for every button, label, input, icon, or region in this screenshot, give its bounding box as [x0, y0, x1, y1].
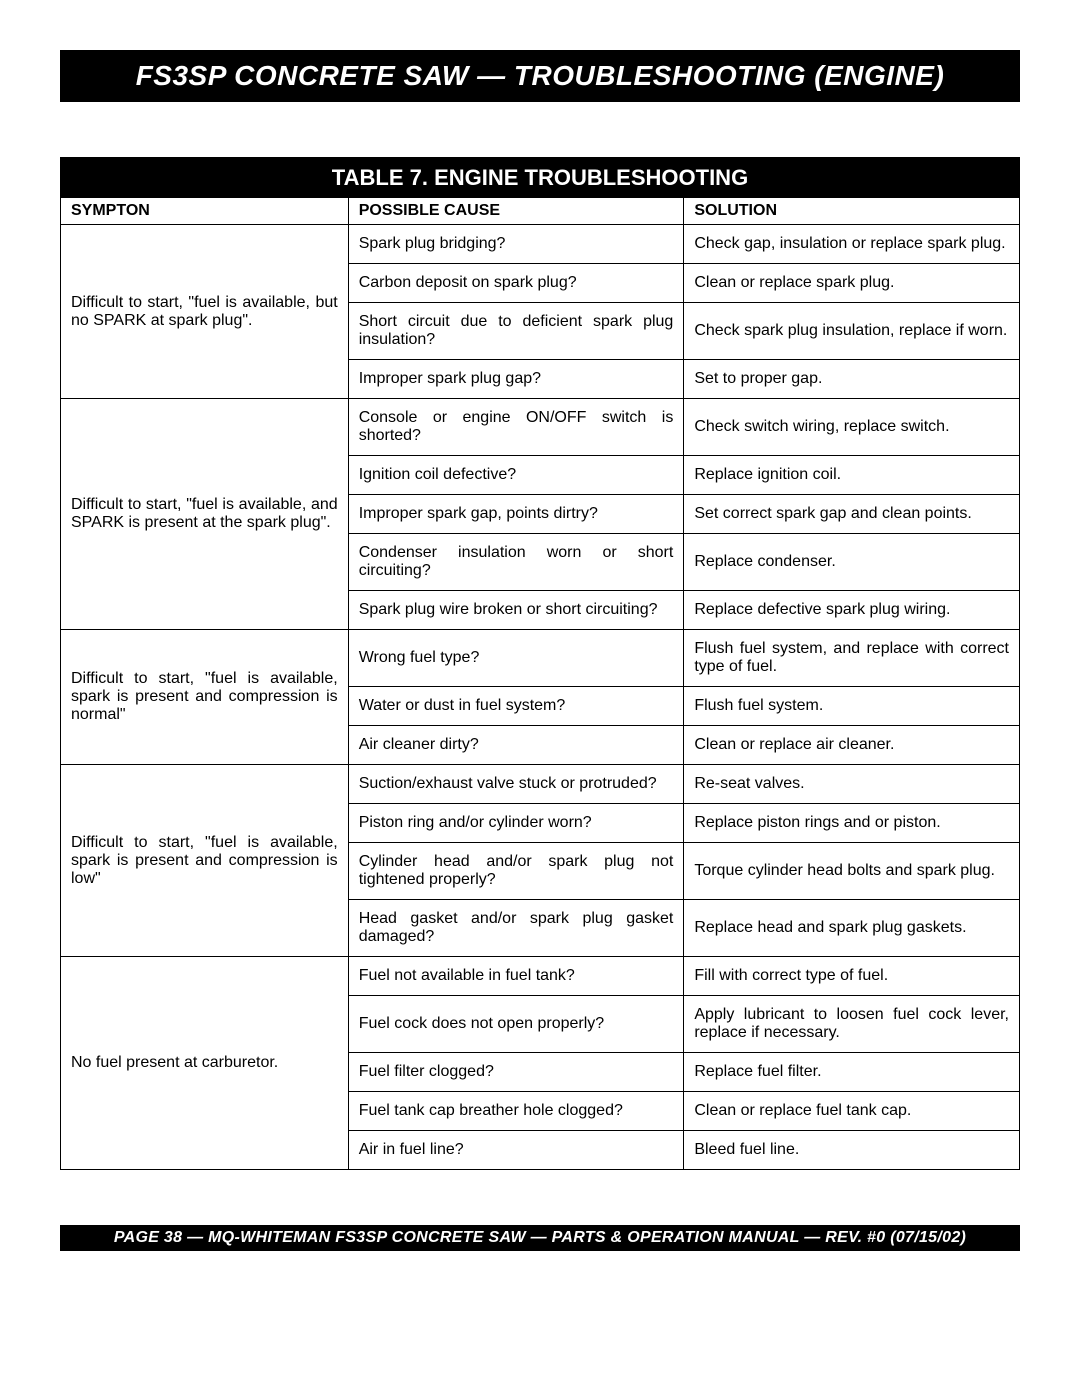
troubleshooting-table-wrapper: TABLE 7. ENGINE TROUBLESHOOTING Sympton …: [60, 157, 1020, 1170]
cause-cell: Short circuit due to deficient spark plu…: [348, 303, 684, 360]
cause-cell: Improper spark gap, points dirtry?: [348, 495, 684, 534]
cause-cell: Fuel cock does not open properly?: [348, 996, 684, 1053]
table-row: Difficult to start, "fuel is available, …: [61, 765, 1020, 804]
solution-cell: Re-seat valves.: [684, 765, 1020, 804]
solution-cell: Set correct spark gap and clean points.: [684, 495, 1020, 534]
table-row: Difficult to start, "fuel is available, …: [61, 630, 1020, 687]
cause-cell: Condenser insulation worn or short circu…: [348, 534, 684, 591]
symptom-cell: Difficult to start, "fuel is available, …: [61, 225, 349, 399]
table-row: No fuel present at carburetor.Fuel not a…: [61, 957, 1020, 996]
solution-cell: Flush fuel system.: [684, 687, 1020, 726]
troubleshooting-table: Sympton Possible Cause Solution Difficul…: [60, 197, 1020, 1170]
page-title-bar: FS3SP CONCRETE SAW — TROUBLESHOOTING (EN…: [60, 50, 1020, 102]
solution-cell: Replace defective spark plug wiring.: [684, 591, 1020, 630]
solution-cell: Replace condenser.: [684, 534, 1020, 591]
cause-cell: Ignition coil defective?: [348, 456, 684, 495]
cause-cell: Fuel not available in fuel tank?: [348, 957, 684, 996]
cause-cell: Head gasket and/or spark plug gasket dam…: [348, 900, 684, 957]
header-symptom: Sympton: [61, 198, 349, 225]
solution-cell: Replace fuel filter.: [684, 1053, 1020, 1092]
solution-cell: Clean or replace spark plug.: [684, 264, 1020, 303]
cause-cell: Air cleaner dirty?: [348, 726, 684, 765]
cause-cell: Improper spark plug gap?: [348, 360, 684, 399]
cause-cell: Water or dust in fuel system?: [348, 687, 684, 726]
header-cause: Possible Cause: [348, 198, 684, 225]
header-solution: Solution: [684, 198, 1020, 225]
symptom-cell: No fuel present at carburetor.: [61, 957, 349, 1170]
page-footer: PAGE 38 — MQ-WHITEMAN FS3SP CONCRETE SAW…: [60, 1225, 1020, 1251]
solution-cell: Replace ignition coil.: [684, 456, 1020, 495]
solution-cell: Set to proper gap.: [684, 360, 1020, 399]
symptom-cell: Difficult to start, "fuel is available, …: [61, 630, 349, 765]
solution-cell: Bleed fuel line.: [684, 1131, 1020, 1170]
cause-cell: Wrong fuel type?: [348, 630, 684, 687]
solution-cell: Check gap, insulation or replace spark p…: [684, 225, 1020, 264]
solution-cell: Clean or replace fuel tank cap.: [684, 1092, 1020, 1131]
solution-cell: Flush fuel system, and replace with corr…: [684, 630, 1020, 687]
cause-cell: Fuel filter clogged?: [348, 1053, 684, 1092]
cause-cell: Air in fuel line?: [348, 1131, 684, 1170]
table-body: Difficult to start, "fuel is available, …: [61, 225, 1020, 1170]
solution-cell: Replace piston rings and or piston.: [684, 804, 1020, 843]
document-page: FS3SP CONCRETE SAW — TROUBLESHOOTING (EN…: [0, 0, 1080, 1291]
page-title-text: FS3SP CONCRETE SAW — TROUBLESHOOTING (EN…: [136, 60, 945, 91]
cause-cell: Spark plug wire broken or short circuiti…: [348, 591, 684, 630]
cause-cell: Cylinder head and/or spark plug not tigh…: [348, 843, 684, 900]
cause-cell: Piston ring and/or cylinder worn?: [348, 804, 684, 843]
cause-cell: Carbon deposit on spark plug?: [348, 264, 684, 303]
solution-cell: Clean or replace air cleaner.: [684, 726, 1020, 765]
solution-cell: Check spark plug insulation, replace if …: [684, 303, 1020, 360]
table-row: Difficult to start, "fuel is available, …: [61, 399, 1020, 456]
cause-cell: Suction/exhaust valve stuck or protruded…: [348, 765, 684, 804]
table-header-row: Sympton Possible Cause Solution: [61, 198, 1020, 225]
cause-cell: Console or engine ON/OFF switch is short…: [348, 399, 684, 456]
symptom-cell: Difficult to start, "fuel is available, …: [61, 399, 349, 630]
page-footer-text: PAGE 38 — MQ-WHITEMAN FS3SP CONCRETE SAW…: [114, 1229, 966, 1246]
symptom-cell: Difficult to start, "fuel is available, …: [61, 765, 349, 957]
table-row: Difficult to start, "fuel is available, …: [61, 225, 1020, 264]
solution-cell: Fill with correct type of fuel.: [684, 957, 1020, 996]
solution-cell: Check switch wiring, replace switch.: [684, 399, 1020, 456]
cause-cell: Spark plug bridging?: [348, 225, 684, 264]
cause-cell: Fuel tank cap breather hole clogged?: [348, 1092, 684, 1131]
table-title: TABLE 7. ENGINE TROUBLESHOOTING: [60, 157, 1020, 197]
solution-cell: Apply lubricant to loosen fuel cock leve…: [684, 996, 1020, 1053]
solution-cell: Torque cylinder head bolts and spark plu…: [684, 843, 1020, 900]
solution-cell: Replace head and spark plug gaskets.: [684, 900, 1020, 957]
